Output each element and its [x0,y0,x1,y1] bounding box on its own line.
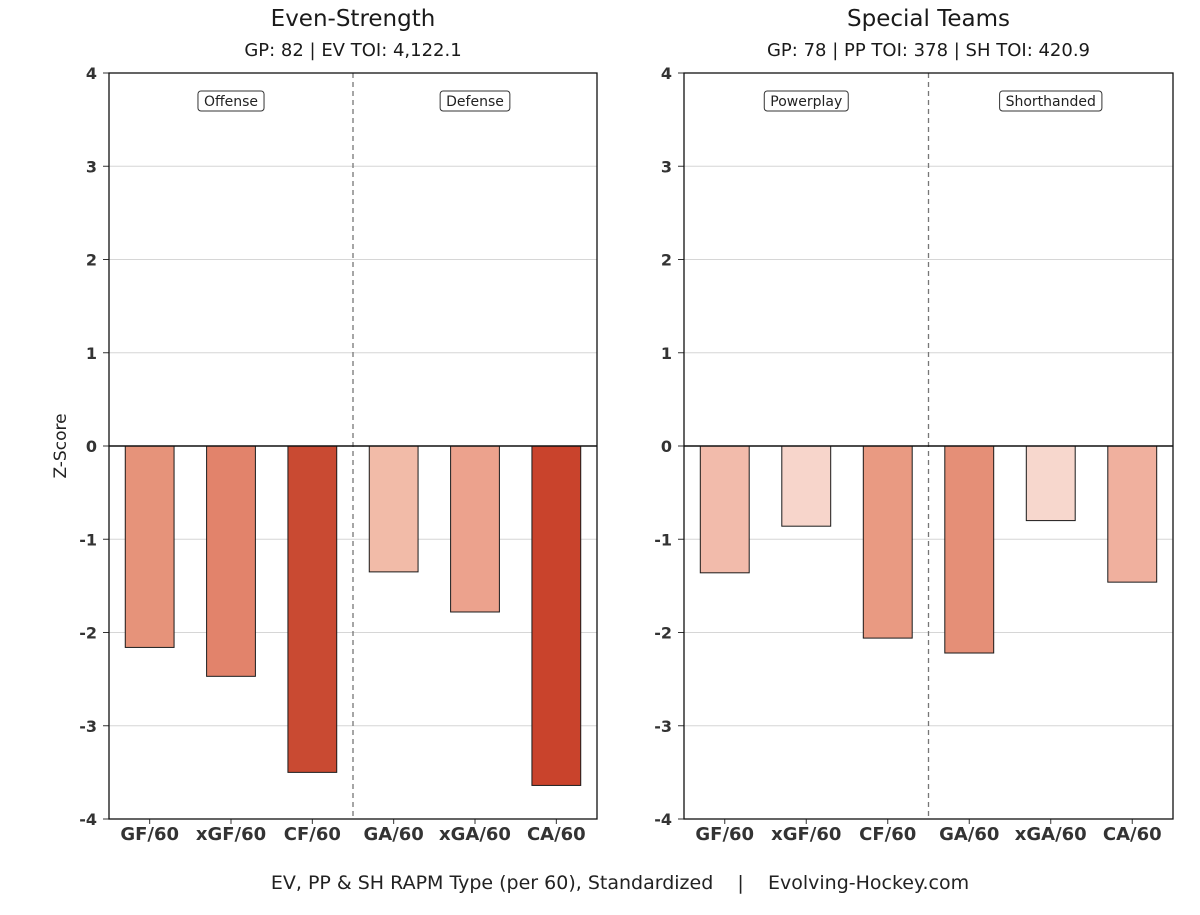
bar-xgf-60 [206,445,256,677]
section-label-powerplay: Powerplay [770,94,842,110]
bar-ga-60 [944,445,995,654]
bar-xga-60 [450,445,500,613]
y-tick-label: -1 [79,530,97,549]
bar-xgf-60 [781,445,832,527]
section-label-defense: Defense [446,94,504,110]
y-tick-label: -3 [654,717,672,736]
y-tick-label: 4 [86,64,97,83]
y-tick-label: 2 [661,251,672,270]
figure-caption: EV, PP & SH RAPM Type (per 60), Standard… [271,872,969,894]
section-label-box [999,90,1103,112]
bar-gf-60 [699,445,750,574]
y-tick-label: 0 [86,437,97,456]
x-tick-label: GA/60 [364,824,424,845]
chart-subtitle: GP: 82 | EV TOI: 4,122.1 [244,40,461,61]
x-tick-label: CA/60 [1103,824,1162,845]
x-tick-label: CF/60 [859,824,916,845]
section-label-box [197,90,265,112]
x-tick-label: GF/60 [695,824,754,845]
x-tick-label: CA/60 [527,824,586,845]
bar-ca-60 [531,445,582,786]
section-label-shorthanded: Shorthanded [1006,94,1096,110]
x-tick-label: xGA/60 [1015,824,1087,845]
y-tick-label: -4 [79,810,97,829]
y-tick-label: 3 [661,157,672,176]
y-tick-label: 1 [86,344,97,363]
x-tick-label: CF/60 [284,824,341,845]
y-tick-label: -4 [654,810,672,829]
y-tick-label: -2 [79,624,97,643]
section-label-box [439,90,511,112]
x-tick-label: xGF/60 [196,824,266,845]
x-tick-label: GF/60 [120,824,179,845]
section-label-box [763,90,849,112]
chart-panel-2: Special Teams GP: 78 | PP TOI: 378 | SH T… [654,6,1174,845]
chart-title: Special Teams [847,6,1010,32]
y-tick-label: 3 [86,157,97,176]
chart-subtitle: GP: 78 | PP TOI: 378 | SH TOI: 420.9 [767,40,1090,61]
y-tick-label: 2 [86,251,97,270]
bar-ca-60 [1107,445,1158,583]
plot-frame [683,72,1174,820]
bar-xga-60 [1025,445,1076,522]
bar-gf-60 [124,445,175,648]
bar-ga-60 [368,445,419,573]
y-tick-label: 0 [661,437,672,456]
bar-cf-60 [862,445,913,639]
y-tick-label: 1 [661,344,672,363]
chart-panel-1: Even-Strength GP: 82 | EV TOI: 4,122.1 4 3 2… [79,6,598,845]
plot-frame [108,72,598,820]
bar-cf-60 [287,445,338,773]
section-label-offense: Offense [204,94,258,110]
y-tick-label: -3 [79,717,97,736]
x-tick-label: GA/60 [939,824,999,845]
y-axis-label: Z-Score [51,413,71,478]
y-tick-label: 4 [661,64,672,83]
x-tick-label: xGF/60 [771,824,841,845]
y-tick-label: -1 [654,530,672,549]
y-tick-label: -2 [654,624,672,643]
chart-title: Even-Strength [271,6,436,32]
x-tick-label: xGA/60 [439,824,511,845]
